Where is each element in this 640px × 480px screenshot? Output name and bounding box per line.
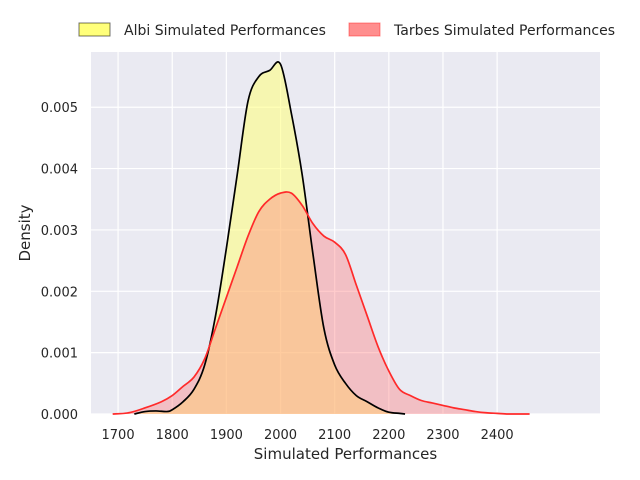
y-tick-label: 0.000	[41, 408, 78, 423]
x-tick-label: 1800	[156, 428, 189, 443]
density-area-albi	[134, 61, 406, 415]
legend-swatch-tarbes	[348, 22, 381, 37]
density-areas	[112, 61, 530, 415]
density-line-tarbes	[112, 191, 530, 415]
legend-label-albi: Albi Simulated Performances	[124, 23, 326, 39]
x-axis-label: Simulated Performances	[254, 445, 438, 463]
x-tick-label: 2300	[426, 428, 459, 443]
x-tick-label: 1700	[102, 428, 135, 443]
y-tick-label: 0.002	[41, 285, 78, 300]
legend-swatch-albi	[78, 22, 111, 37]
legend-label-tarbes: Tarbes Simulated Performances	[393, 23, 615, 39]
plot-area	[91, 52, 600, 414]
x-tick-label: 2000	[264, 428, 297, 443]
x-tick-label: 2100	[318, 428, 351, 443]
y-tick-label: 0.003	[41, 224, 78, 239]
y-tick-label: 0.005	[41, 101, 78, 116]
y-tick-label: 0.001	[41, 347, 78, 362]
x-tick-label: 2400	[481, 428, 514, 443]
y-axis-label: Density	[16, 204, 34, 261]
y-tick-labels: 0.000 0.001 0.002 0.003 0.004 0.005	[41, 101, 78, 423]
x-tick-label: 1900	[210, 428, 243, 443]
density-line-albi	[134, 61, 406, 415]
x-tick-labels: 1700 1800 1900 2000 2100 2200 2300 2400	[102, 428, 514, 443]
x-tick-label: 2200	[372, 428, 405, 443]
legend: Albi Simulated Performances Tarbes Simul…	[78, 22, 615, 39]
y-tick-label: 0.004	[41, 163, 78, 178]
density-area-tarbes	[112, 191, 530, 414]
